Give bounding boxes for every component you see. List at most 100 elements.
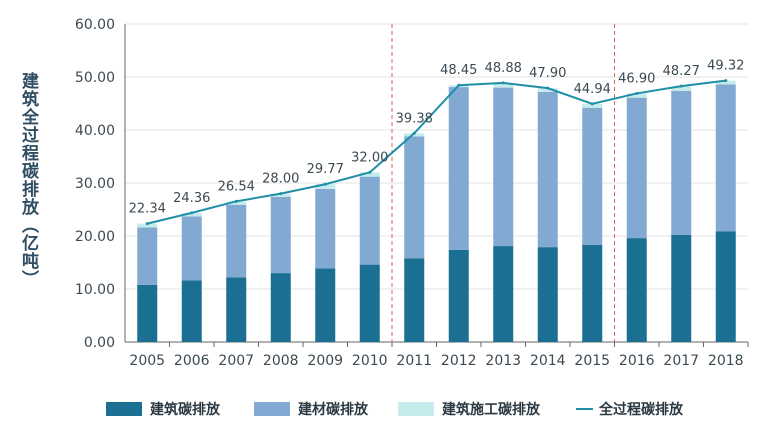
bar-segment-2013 bbox=[493, 246, 514, 342]
x-tick-label: 2016 bbox=[619, 353, 655, 369]
bar-segment-2007 bbox=[226, 277, 247, 342]
bar-segment-2010 bbox=[359, 172, 380, 177]
bar-segment-2015 bbox=[582, 103, 603, 108]
y-tick-label: 20.00 bbox=[75, 229, 115, 245]
bar-segment-2010 bbox=[359, 176, 380, 265]
total-emission-point bbox=[190, 211, 194, 215]
total-emission-point bbox=[590, 102, 594, 106]
bar-segment-2014 bbox=[537, 247, 558, 342]
x-tick-label: 2005 bbox=[129, 353, 165, 369]
total-emission-point bbox=[501, 81, 505, 85]
y-tick-label: 40.00 bbox=[75, 123, 115, 139]
bar-segment-2018 bbox=[715, 80, 736, 85]
data-label: 39.38 bbox=[396, 111, 433, 126]
y-tick-label: 0.00 bbox=[84, 335, 115, 351]
total-emission-point bbox=[279, 192, 283, 196]
bar-segment-2011 bbox=[404, 258, 425, 342]
bar-segment-2005 bbox=[137, 284, 158, 342]
x-tick-label: 2012 bbox=[441, 353, 477, 369]
x-tick-label: 2015 bbox=[574, 353, 610, 369]
data-label: 26.54 bbox=[218, 179, 255, 194]
x-tick-label: 2018 bbox=[708, 353, 744, 369]
bar-segment-2015 bbox=[582, 245, 603, 342]
total-emission-point bbox=[679, 84, 683, 88]
legend-label: 全过程碳排放 bbox=[598, 401, 684, 418]
total-emission-point bbox=[145, 222, 149, 226]
x-tick-label: 2013 bbox=[485, 353, 521, 369]
bar-segment-2011 bbox=[404, 133, 425, 137]
total-emission-line bbox=[147, 79, 726, 225]
bar-segment-2018 bbox=[715, 84, 736, 232]
data-label: 48.27 bbox=[663, 64, 700, 79]
bar-segment-2009 bbox=[315, 184, 336, 189]
bar-segment-2006 bbox=[181, 216, 202, 281]
x-tick-label: 2007 bbox=[218, 353, 254, 369]
x-tick-label: 2010 bbox=[352, 353, 388, 369]
bar-segment-2006 bbox=[181, 280, 202, 342]
bar-segment-2017 bbox=[671, 234, 692, 342]
bar-segment-2014 bbox=[537, 88, 558, 92]
y-axis-label: 建筑全过程碳排放（亿吨） bbox=[18, 71, 40, 288]
data-label: 22.34 bbox=[129, 202, 166, 217]
y-tick-label: 30.00 bbox=[75, 176, 115, 192]
bar-segment-2005 bbox=[137, 227, 158, 285]
y-tick-label: 10.00 bbox=[75, 282, 115, 298]
x-tick-label: 2006 bbox=[174, 353, 210, 369]
bar-segment-2016 bbox=[626, 93, 647, 98]
data-label: 28.00 bbox=[262, 172, 299, 187]
bar-segment-2009 bbox=[315, 188, 336, 269]
data-label: 48.45 bbox=[440, 63, 477, 78]
total-emission-point bbox=[635, 91, 639, 95]
data-label: 49.32 bbox=[707, 59, 744, 74]
legend-swatch bbox=[398, 402, 434, 416]
bar-segment-2008 bbox=[270, 273, 291, 342]
total-emission-point bbox=[724, 79, 728, 83]
bar-segment-2013 bbox=[493, 87, 514, 247]
bar-segment-2008 bbox=[270, 193, 291, 197]
data-label: 29.77 bbox=[307, 162, 344, 177]
total-emission-point bbox=[546, 86, 550, 90]
bar-segment-2005 bbox=[137, 223, 158, 228]
data-label: 32.00 bbox=[351, 150, 388, 165]
total-emission-point bbox=[457, 83, 461, 87]
x-tick-label: 2008 bbox=[263, 353, 299, 369]
legend-label: 建筑碳排放 bbox=[150, 401, 221, 418]
bar-segment-2011 bbox=[404, 136, 425, 259]
total-emission-point bbox=[323, 182, 327, 186]
legend-swatch bbox=[106, 402, 142, 416]
bar-segment-2009 bbox=[315, 268, 336, 342]
x-tick-label: 2011 bbox=[396, 353, 432, 369]
data-label: 24.36 bbox=[173, 191, 210, 206]
bar-segment-2017 bbox=[671, 90, 692, 235]
legend-label: 建材碳排放 bbox=[298, 401, 369, 418]
x-tick-label: 2014 bbox=[530, 353, 566, 369]
bar-segment-2017 bbox=[671, 86, 692, 91]
bar-segment-2015 bbox=[582, 107, 603, 246]
bar-segment-2007 bbox=[226, 201, 247, 205]
bar-segment-2018 bbox=[715, 231, 736, 342]
bar-segment-2012 bbox=[448, 87, 469, 250]
bar-segment-2010 bbox=[359, 264, 380, 342]
bar-segment-2007 bbox=[226, 204, 247, 278]
data-label: 46.90 bbox=[618, 71, 655, 86]
bar-segment-2012 bbox=[448, 249, 469, 342]
bar-segment-2016 bbox=[626, 238, 647, 342]
x-tick-label: 2009 bbox=[307, 353, 343, 369]
total-emission-point bbox=[412, 131, 416, 135]
bar-segment-2006 bbox=[181, 212, 202, 217]
legend-swatch bbox=[254, 402, 290, 416]
bar-segment-2008 bbox=[270, 196, 291, 274]
data-label: 47.90 bbox=[529, 66, 566, 81]
total-emission-point bbox=[368, 170, 372, 174]
legend-label: 建筑施工碳排放 bbox=[442, 401, 541, 418]
y-tick-label: 60.00 bbox=[75, 17, 115, 33]
bar-segment-2016 bbox=[626, 97, 647, 239]
data-label: 44.94 bbox=[574, 82, 611, 97]
data-label: 48.88 bbox=[485, 61, 522, 76]
y-tick-label: 50.00 bbox=[75, 70, 115, 86]
x-tick-label: 2017 bbox=[663, 353, 699, 369]
bar-segment-2013 bbox=[493, 82, 514, 88]
bar-segment-2014 bbox=[537, 91, 558, 248]
